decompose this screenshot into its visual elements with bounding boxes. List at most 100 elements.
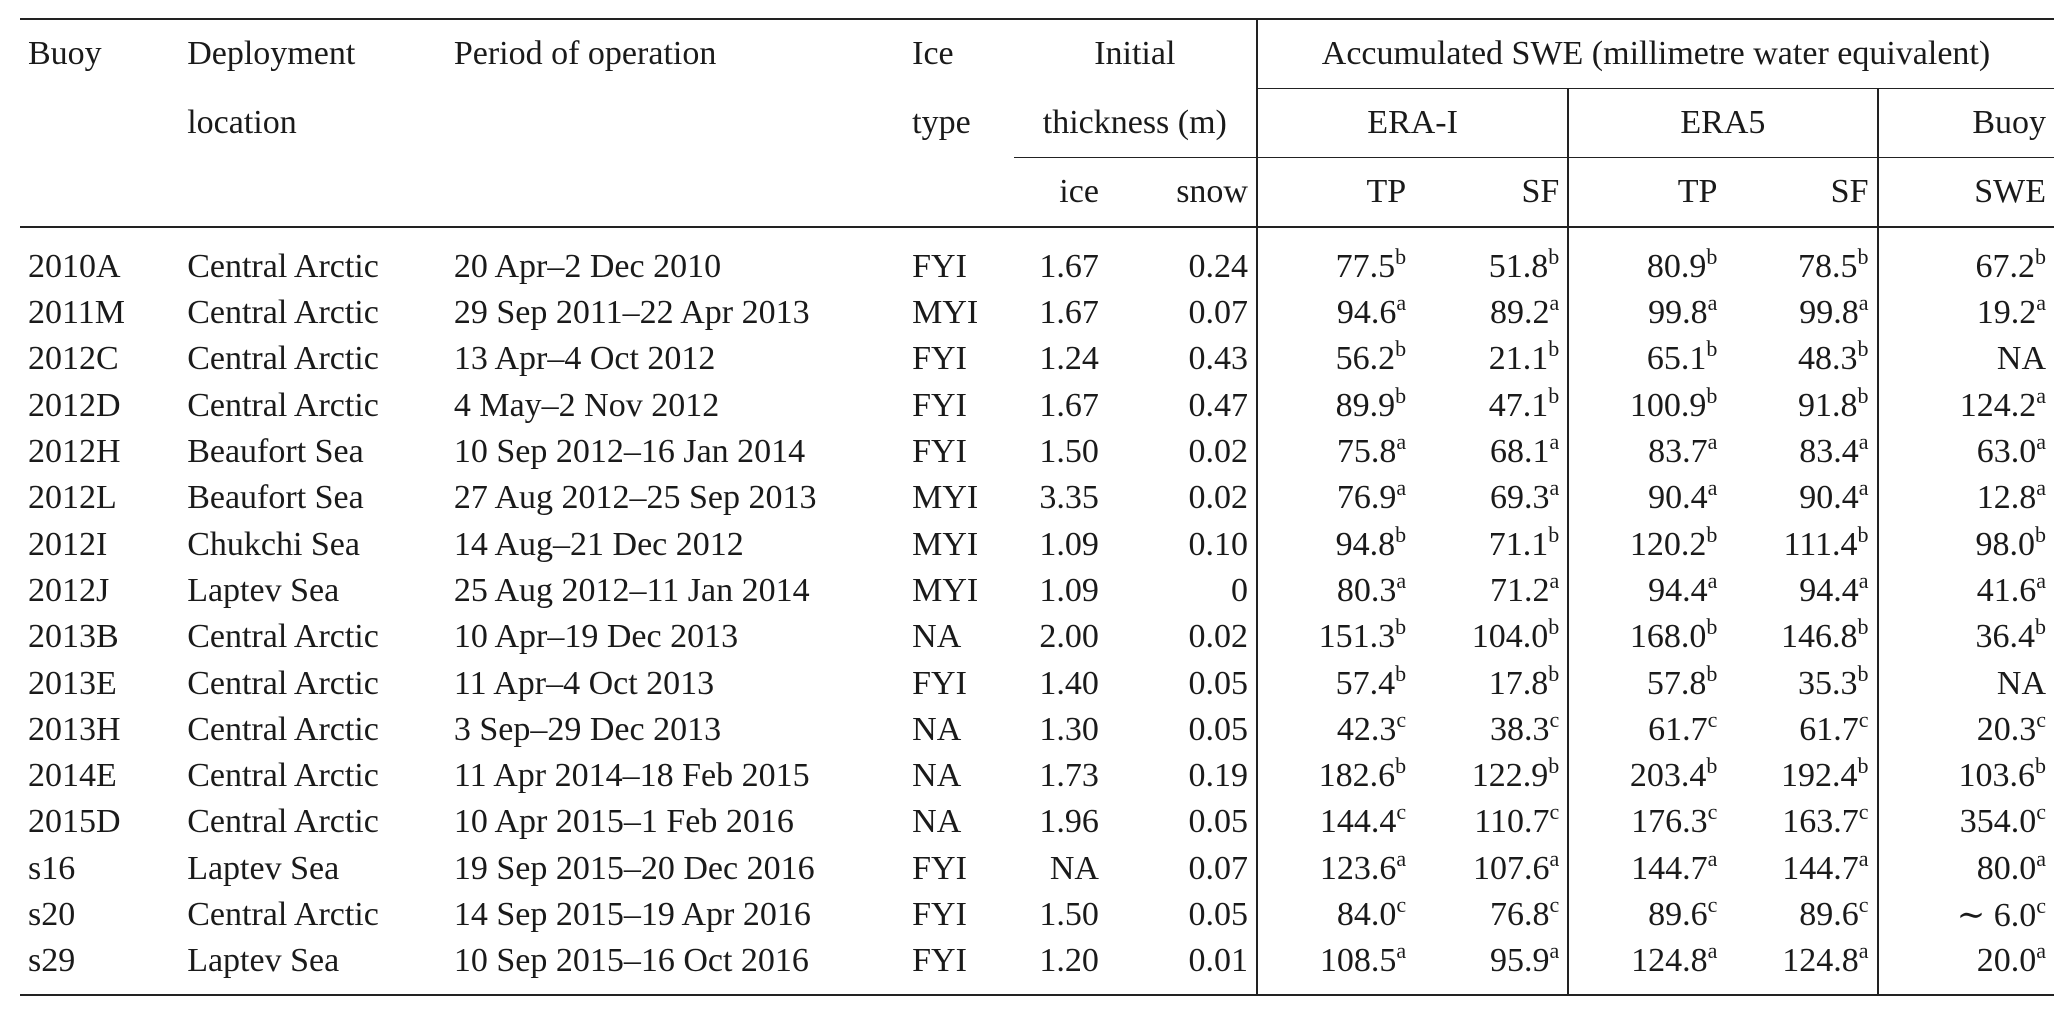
cell-ice-thickness: 1.67: [1014, 383, 1107, 429]
cell-value: 14 Sep 2015–19 Apr 2016: [453, 896, 811, 933]
cell-value: FYI: [912, 896, 967, 933]
cell-value: 0.10: [1188, 525, 1249, 563]
footnote-marker: b: [1857, 382, 1869, 408]
cell-value: 12.8: [1976, 479, 2037, 517]
cell-value: 90.4: [1799, 479, 1859, 517]
cell-erai-sf: 76.8c: [1414, 892, 1568, 938]
cell-era5-sf: 35.3b: [1725, 660, 1877, 706]
cell-value: 80.3: [1336, 571, 1397, 609]
cell-value: s16: [28, 849, 76, 887]
cell-value: 98.0: [1975, 525, 2036, 563]
footnote-marker: c: [1858, 892, 1869, 917]
footnote-marker: b: [1706, 382, 1718, 408]
cell-erai-tp: 123.6a: [1255, 845, 1415, 892]
table-row: 2012I Chukchi Sea 14 Aug–21 Dec 2012 MYI 1.0…: [20, 521, 2054, 568]
cell-value: 29 Sep 2011–22 Apr 2013: [453, 294, 810, 332]
footnote-marker: b: [1857, 244, 1869, 269]
cell-value: 76.9: [1336, 479, 1397, 517]
footnote-marker: c: [1549, 892, 1560, 917]
cell-ice-thickness: 1.30: [1014, 707, 1107, 753]
cell-value: 144.4: [1319, 803, 1397, 841]
cell-location: Central Arctic: [179, 336, 446, 382]
cell-value: 48.3: [1798, 340, 1858, 378]
footnote-marker: b: [1857, 336, 1869, 362]
cell-buoy: 2012D: [20, 383, 179, 429]
cell-erai-tp: 94.8b: [1255, 521, 1415, 568]
cell-erai-tp: 76.9a: [1255, 475, 1415, 522]
cell-value: 2011M: [28, 294, 125, 332]
header-empty: [20, 89, 179, 158]
cell-value: 75.8: [1336, 433, 1397, 471]
cell-ice-thickness: 1.96: [1014, 799, 1107, 845]
cell-value: 99.8: [1648, 294, 1708, 332]
cell-value: 20.0: [1976, 942, 2037, 980]
cell-value: 94.8: [1335, 525, 1396, 563]
cell-erai-sf: 95.9a: [1414, 938, 1569, 997]
cell-value: 163.7: [1782, 803, 1859, 841]
cell-value: 144.7: [1782, 849, 1859, 887]
cell-value: 14 Aug–21 Dec 2012: [453, 525, 744, 563]
cell-era5-sf: 90.4a: [1725, 475, 1877, 521]
footnote-marker: a: [1858, 845, 1869, 871]
cell-erai-sf: 47.1b: [1414, 383, 1568, 429]
cell-value: 0.05: [1188, 803, 1249, 841]
cell-value: 0.43: [1188, 340, 1249, 378]
cell-value: 13 Apr–4 Oct 2012: [453, 340, 716, 378]
cell-ice-type: FYI: [904, 336, 1014, 382]
cell-value: Central Arctic: [187, 386, 379, 424]
cell-snow-thickness: 0.43: [1107, 336, 1257, 382]
cell-buoy-swe: 103.6b: [1876, 752, 2054, 800]
cell-era5-sf: 163.7c: [1725, 799, 1877, 845]
footnote-marker: b: [1548, 660, 1560, 686]
cell-value: 1.67: [1039, 386, 1099, 424]
footnote-marker: c: [1396, 799, 1407, 825]
cell-buoy-swe: 41.6a: [1876, 567, 2054, 615]
cell-value: Central Arctic: [187, 248, 379, 285]
footnote-marker: c: [1707, 799, 1718, 825]
footnote-marker: c: [2036, 893, 2046, 918]
table-row: 2014E Central Arctic 11 Apr 2014–18 Feb 20…: [20, 752, 2054, 800]
cell-ice-type: FYI: [904, 227, 1014, 290]
cell-buoy-swe: 20.3c: [1876, 706, 2054, 753]
cell-value: Laptev Sea: [187, 849, 340, 887]
cell-erai-tp: 42.3c: [1255, 706, 1415, 753]
header-type: type: [912, 104, 971, 141]
cell-ice-thickness: 1.20: [1013, 938, 1107, 997]
cell-value: 100.9: [1629, 386, 1707, 424]
cell-location: Central Arctic: [179, 799, 446, 845]
footnote-marker: b: [1548, 521, 1560, 547]
cell-buoy: 2013H: [20, 707, 179, 753]
cell-ice-type: FYI: [904, 892, 1014, 938]
footnote-marker: c: [1707, 892, 1718, 917]
cell-value: ∼ 6.0: [1956, 897, 2037, 934]
cell-value: 83.7: [1648, 433, 1708, 471]
cell-value: 203.4: [1629, 757, 1707, 795]
cell-value: 10 Apr–19 Dec 2013: [453, 618, 739, 656]
cell-location: Central Arctic: [179, 290, 446, 336]
footnote-marker: a: [2036, 567, 2046, 593]
cell-buoy: 2014E: [20, 753, 179, 799]
cell-value: 20.3: [1976, 710, 2037, 748]
cell-erai-sf: 71.1b: [1414, 521, 1568, 567]
cell-buoy: 2012H: [20, 429, 179, 475]
cell-value: NA: [1049, 849, 1099, 887]
footnote-marker: b: [1395, 660, 1407, 686]
cell-value: 107.6: [1473, 849, 1550, 887]
cell-era5-sf: 61.7c: [1725, 707, 1877, 753]
cell-ice-thickness: 1.09: [1014, 521, 1107, 567]
cell-era5-sf: 192.4b: [1725, 753, 1877, 799]
footnote-marker: b: [1706, 244, 1718, 269]
footnote-marker: a: [1707, 429, 1718, 455]
cell-value: 10 Sep 2015–16 Oct 2016: [453, 942, 809, 980]
cell-ice-type: MYI: [904, 475, 1014, 521]
header-erai-tp: TP: [1255, 157, 1415, 228]
cell-ice-thickness: 1.40: [1014, 660, 1107, 706]
cell-value: 192.4: [1781, 757, 1858, 795]
cell-location: Central Arctic: [179, 753, 446, 799]
cell-value: 2013H: [28, 710, 121, 748]
cell-period: 11 Apr–4 Oct 2013: [446, 660, 904, 706]
header-location: location: [187, 104, 297, 141]
table-row: 2015D Central Arctic 10 Apr 2015–1 Feb 201…: [20, 799, 2054, 846]
cell-era5-tp: 90.4a: [1567, 475, 1726, 522]
cell-ice-thickness: NA: [1014, 846, 1107, 892]
